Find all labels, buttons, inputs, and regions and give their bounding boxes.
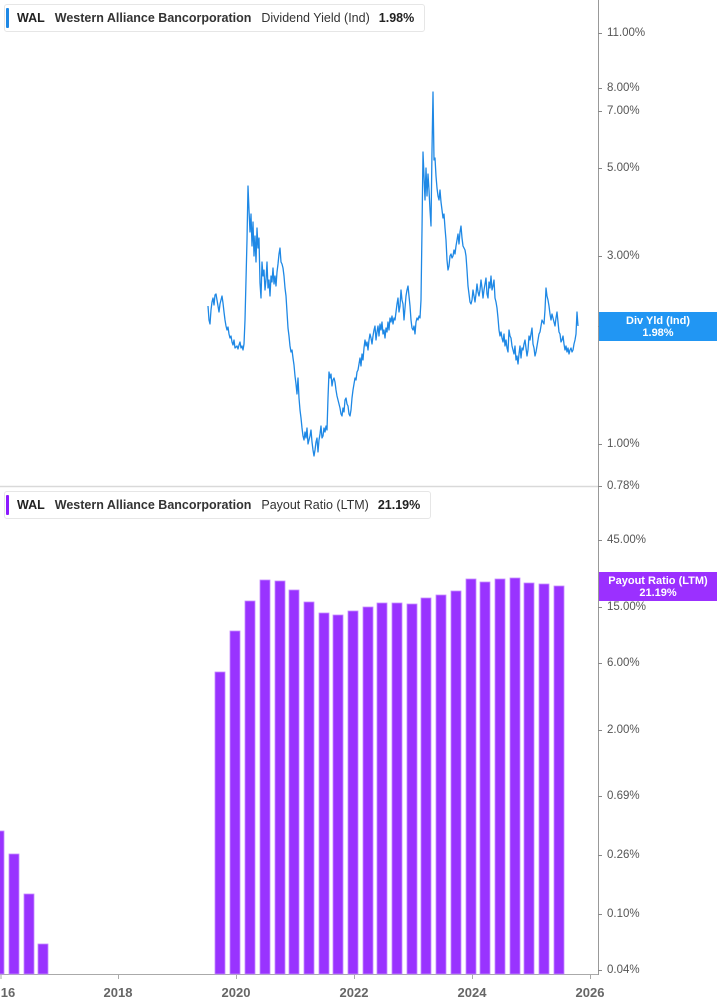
legend-metric: Payout Ratio (LTM) xyxy=(261,498,369,512)
tag-value: 1.98% xyxy=(642,326,674,339)
dividend-yield-value-tag: Div Yld (Ind) 1.98% xyxy=(599,312,717,341)
y-tick-label: 0.26% xyxy=(607,849,640,861)
payout-ratio-legend[interactable]: WAL Western Alliance Bancorporation Payo… xyxy=(4,491,432,519)
legend-company: Western Alliance Bancorporation xyxy=(54,11,252,25)
x-tick-label: 2022 xyxy=(339,985,369,1000)
legend-value: 1.98% xyxy=(378,11,415,25)
y-tick-label: 5.00% xyxy=(607,162,640,174)
series-color-swatch xyxy=(6,495,9,515)
y-tick-label: 0.78% xyxy=(607,480,640,492)
y-tick-label: 1.00% xyxy=(607,438,640,450)
y-tick-label: 8.00% xyxy=(607,82,640,94)
legend-company: Western Alliance Bancorporation xyxy=(54,498,252,512)
payout-ratio-value-tag: Payout Ratio (LTM) 21.19% xyxy=(599,572,717,601)
y-tick-label: 0.10% xyxy=(607,908,640,920)
x-tick-label: 2018 xyxy=(103,985,133,1000)
y-tick-label: 0.69% xyxy=(607,790,640,802)
y-tick-label: 11.00% xyxy=(607,27,646,39)
y-tick-label: 3.00% xyxy=(607,250,640,262)
x-tick-label: 2020 xyxy=(221,985,251,1000)
legend-ticker: WAL xyxy=(17,498,45,512)
legend-metric: Dividend Yield (Ind) xyxy=(261,11,370,25)
y-tick-label: 7.00% xyxy=(607,105,640,117)
y-tick-label: 6.00% xyxy=(607,657,640,669)
tag-value: 21.19% xyxy=(639,586,677,599)
legend-ticker: WAL xyxy=(17,11,45,25)
y-tick-label: 45.00% xyxy=(607,534,647,546)
x-tick-label: 2026 xyxy=(575,985,605,1000)
legend-value: 21.19% xyxy=(377,498,421,512)
x-tick-label: 16 xyxy=(0,985,16,1000)
y-tick-label: 2.00% xyxy=(607,724,640,736)
y-tick-label: 15.00% xyxy=(607,601,647,613)
tag-label: Div Yld (Ind) xyxy=(626,314,690,327)
dividend-yield-line xyxy=(207,91,579,457)
dividend-yield-legend[interactable]: WAL Western Alliance Bancorporation Divi… xyxy=(4,4,426,32)
payout-ratio-bars xyxy=(0,577,565,975)
x-tick-label: 2024 xyxy=(457,985,487,1000)
x-axis-ticks xyxy=(0,974,591,979)
y-tick-label: 0.04% xyxy=(607,964,640,976)
tag-label: Payout Ratio (LTM) xyxy=(608,574,708,587)
series-color-swatch xyxy=(6,8,9,28)
